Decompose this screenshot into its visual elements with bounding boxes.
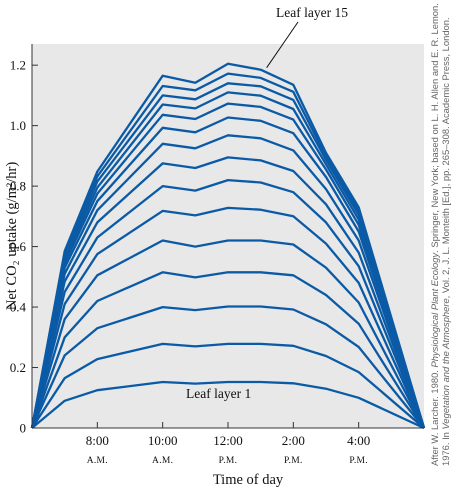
leaf-layer-11-line	[30, 102, 426, 429]
leaf-layer-3-line	[30, 305, 425, 429]
y-tick-label: 0.2	[10, 360, 26, 375]
credit-line-1: After W. Larcher. 1980. Physiological Pl…	[429, 3, 440, 466]
x-tick-label: 12:00	[213, 433, 243, 448]
leaf-layer-13-line	[30, 82, 426, 429]
series-group	[30, 62, 426, 430]
x-tick-label: 8:00	[86, 433, 109, 448]
ticks: 0 0.2 0.4 0.6 0.8 1.0 1.2 8:00 A.M. 10:00 A.M. 12:0…	[10, 58, 370, 466]
x-tick-sublabel: A.M.	[87, 456, 108, 466]
x-tick-sublabel: P.M.	[219, 456, 238, 466]
x-tick-sublabel: A.M.	[152, 456, 173, 466]
y-tick-label: 0.4	[10, 300, 27, 315]
leaf-layer-10-line	[30, 116, 426, 429]
leaf-layer-15-label: Leaf layer 15	[276, 5, 348, 20]
leaf-layer-9-line	[30, 134, 426, 429]
leaf-layer-1-label: Leaf layer 1	[186, 386, 251, 401]
y-axis-title: Net CO₂ uptake (g/m²/hr)	[4, 162, 20, 310]
leaf-layer-14-line	[30, 72, 426, 429]
leaf-layer-5-line	[30, 239, 426, 429]
leaf-layer-15-line	[30, 62, 426, 429]
y-tick-label: 0.8	[10, 179, 26, 194]
leaf-layer-12-line	[30, 91, 426, 429]
x-tick-label: 10:00	[148, 433, 178, 448]
x-tick-sublabel: P.M.	[349, 456, 368, 466]
y-tick-label: 0	[20, 421, 27, 436]
leaf-layer-6-line	[30, 206, 426, 429]
x-tick-label: 4:00	[347, 433, 370, 448]
source-credit: After W. Larcher. 1980. Physiological Pl…	[429, 3, 451, 466]
leaf-layer-7-line	[30, 178, 426, 429]
y-tick-label: 0.6	[10, 239, 27, 254]
credit-line-2: 1976. In Vegetation and the Atmosphere, …	[440, 17, 451, 466]
x-tick-label: 2:00	[282, 433, 305, 448]
y-tick-label: 1.2	[10, 58, 26, 73]
leaf-layer-1-line	[31, 380, 425, 430]
leaf-layer-15-pointer	[266, 21, 299, 68]
leaf-layer-8-line	[30, 156, 426, 429]
x-axis-title: Time of day	[213, 472, 284, 488]
annotations: Leaf layer 15 Leaf layer 1	[186, 5, 348, 401]
plot-area	[32, 44, 424, 428]
leaf-layer-4-line	[30, 271, 425, 429]
leaf-layer-2-line	[31, 342, 425, 429]
y-tick-label: 1.0	[10, 118, 26, 133]
x-tick-sublabel: P.M.	[284, 456, 303, 466]
